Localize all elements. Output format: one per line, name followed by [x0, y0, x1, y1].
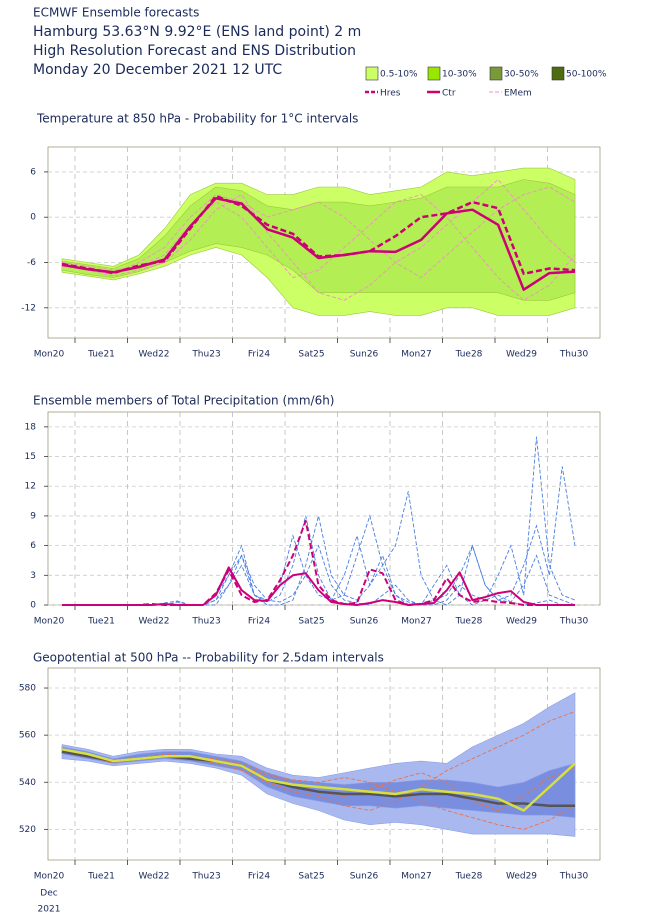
- x-tick-label: Fri24: [248, 350, 270, 360]
- x-tick-label: Tue21: [87, 872, 115, 882]
- probability-band: [61, 179, 576, 301]
- legend-label: EMem: [504, 89, 532, 99]
- legend-swatch: [489, 66, 503, 81]
- x-tick-label: Sun26: [350, 872, 379, 882]
- y-tick-label: 560: [19, 731, 36, 741]
- location: Hamburg 53.63°N 9.92°E (ENS land point) …: [33, 24, 361, 40]
- x-tick-label: Wed29: [506, 617, 537, 627]
- legend-label: Ctr: [442, 89, 456, 99]
- x-tick-label: Wed22: [138, 872, 169, 882]
- member-line: [62, 491, 576, 606]
- legend-label: 10-30%: [442, 70, 477, 80]
- chart-title: Temperature at 850 hPa - Probability for…: [36, 112, 358, 126]
- source: ECMWF Ensemble forecasts: [33, 6, 199, 20]
- x-tick-label: Tue21: [87, 350, 115, 360]
- product: High Resolution Forecast and ENS Distrib…: [33, 43, 356, 59]
- x-tick-label: Thu30: [559, 872, 589, 882]
- x-tick-label: Thu30: [559, 617, 589, 627]
- legend-swatch: [551, 66, 565, 81]
- x-tick-label: Mon27: [401, 350, 431, 360]
- x-tick-label: Wed22: [138, 617, 169, 627]
- legend-label: 50-100%: [566, 70, 607, 80]
- legend-label: Hres: [380, 89, 401, 99]
- x-tick-label: Wed22: [138, 350, 169, 360]
- plot-frame: [47, 146, 601, 339]
- y-tick-label: 0: [30, 213, 36, 223]
- series-line: [61, 197, 576, 291]
- x-tick-label: Fri24: [248, 617, 270, 627]
- plot-frame: [47, 667, 601, 861]
- series-line: [62, 566, 575, 606]
- x-tick-label: Wed29: [506, 350, 537, 360]
- x-tick-label: Mon27: [401, 617, 431, 627]
- legend-label: 0.5-10%: [380, 70, 418, 80]
- x-tick-label: Thu23: [191, 872, 220, 882]
- y-tick-label: 15: [25, 452, 36, 462]
- series-line: [61, 748, 576, 812]
- x-note: Dec: [40, 889, 57, 899]
- member-line: [62, 436, 576, 606]
- y-tick-label: 0: [30, 601, 36, 611]
- y-tick-label: 520: [19, 825, 36, 835]
- legend-swatch: [427, 66, 441, 81]
- y-tick-label: 580: [19, 684, 36, 694]
- x-tick-label: Sun26: [350, 350, 379, 360]
- chart-title: Geopotential at 500 hPa -- Probability f…: [33, 651, 384, 665]
- probability-band: [61, 692, 576, 837]
- y-tick-label: -12: [21, 303, 36, 313]
- member-line: [61, 194, 576, 301]
- x-tick-label: Mon20: [34, 617, 65, 627]
- member-line: [62, 466, 576, 606]
- x-tick-label: Sat25: [298, 872, 324, 882]
- x-tick-label: Thu23: [191, 617, 220, 627]
- x-tick-label: Wed29: [506, 872, 537, 882]
- x-tick-label: Tue28: [455, 617, 483, 627]
- x-tick-label: Sun26: [350, 617, 379, 627]
- legend-label: 30-50%: [504, 70, 539, 80]
- x-tick-label: Fri24: [248, 872, 270, 882]
- x-tick-label: Mon20: [34, 350, 65, 360]
- x-note: 2021: [38, 905, 61, 915]
- x-tick-label: Tue28: [455, 350, 483, 360]
- y-tick-label: 6: [30, 541, 36, 551]
- y-tick-label: 9: [30, 511, 36, 521]
- chart-title: Ensemble members of Total Precipitation …: [33, 394, 335, 408]
- x-tick-label: Mon20: [34, 872, 65, 882]
- y-tick-label: 540: [19, 778, 36, 788]
- legend-swatch: [365, 66, 379, 81]
- member-line: [61, 186, 576, 279]
- x-tick-label: Thu30: [559, 350, 589, 360]
- y-tick-label: 12: [25, 482, 36, 492]
- member-line: [61, 178, 576, 301]
- x-tick-label: Thu23: [191, 350, 220, 360]
- y-tick-label: -6: [27, 258, 36, 268]
- member-line: [62, 514, 575, 606]
- x-tick-label: Tue21: [87, 617, 115, 627]
- y-tick-label: 6: [30, 167, 36, 177]
- date: Monday 20 December 2021 12 UTC: [33, 62, 282, 78]
- probability-band: [61, 746, 576, 818]
- x-tick-label: Mon27: [401, 872, 431, 882]
- y-tick-label: 18: [25, 422, 37, 432]
- y-tick-label: 3: [30, 571, 36, 581]
- x-tick-label: Sat25: [298, 617, 324, 627]
- x-tick-label: Tue28: [455, 872, 483, 882]
- x-tick-label: Sat25: [298, 350, 324, 360]
- plot-frame: [47, 411, 601, 606]
